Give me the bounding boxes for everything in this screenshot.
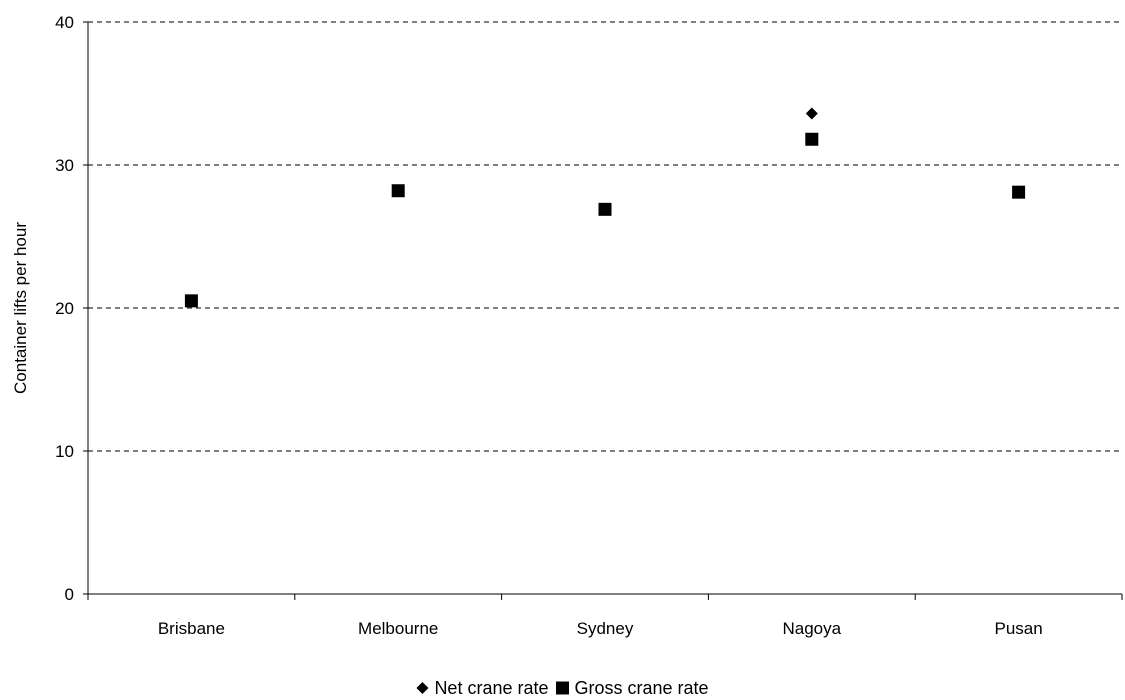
y-tick-label-30: 30 <box>55 156 74 175</box>
legend-marker-0 <box>416 682 429 694</box>
legend-marker-1 <box>556 681 569 695</box>
x-tick-label-nagoya: Nagoya <box>782 619 841 638</box>
y-tick-label-10: 10 <box>55 442 74 461</box>
point-square-sydney <box>598 202 612 216</box>
y-tick-label-40: 40 <box>55 13 74 32</box>
x-tick-label-sydney: Sydney <box>577 619 634 638</box>
data-points <box>184 107 1026 308</box>
point-square-melbourne <box>391 184 405 198</box>
x-tick-label-melbourne: Melbourne <box>358 619 438 638</box>
point-diamond-nagoya <box>805 107 818 120</box>
y-tick-labels: 0 10 20 30 40 <box>55 13 88 604</box>
grid-lines <box>88 21 1122 452</box>
legend-label-1: Gross crane rate <box>575 678 709 698</box>
series-1 <box>184 132 1026 308</box>
legend-item-0: Net crane rate <box>416 678 549 698</box>
legend-label-0: Net crane rate <box>434 678 548 698</box>
y-tick-label-20: 20 <box>55 299 74 318</box>
x-tick-label-pusan: Pusan <box>994 619 1042 638</box>
y-tick-label-0: 0 <box>65 585 74 604</box>
legend-item-1: Gross crane rate <box>556 678 709 698</box>
point-square-pusan <box>1012 185 1026 199</box>
point-square-nagoya <box>805 132 819 146</box>
point-square-brisbane <box>184 294 198 308</box>
y-axis-title: Container lifts per hour <box>11 222 30 394</box>
legend: Net crane rate Gross crane rate <box>416 678 709 698</box>
x-tick-label-brisbane: Brisbane <box>158 619 225 638</box>
x-tick-labels: Brisbane Melbourne Sydney Nagoya Pusan <box>87 594 1123 638</box>
